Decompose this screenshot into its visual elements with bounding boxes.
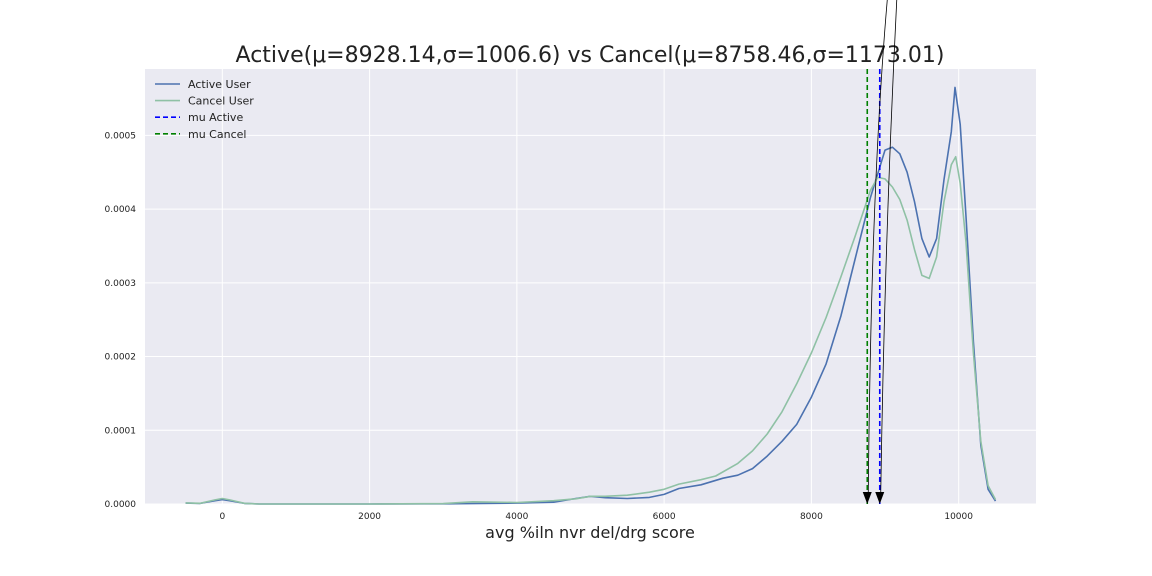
legend-label: mu Active	[188, 111, 243, 124]
annotation-arrowhead	[875, 492, 885, 504]
x-tick-label: 10000	[944, 512, 973, 522]
x-tick-label: 6000	[653, 512, 676, 522]
series-line	[185, 155, 997, 505]
legend: Active User Cancel User mu Active mu Cancel	[155, 78, 254, 141]
x-tick-label: 8000	[800, 512, 823, 522]
series-layer	[185, 86, 997, 505]
annotation-arrow-line	[867, 0, 888, 493]
mean-lines	[866, 69, 881, 504]
x-tick-labels: 0 2000 4000 6000 8000 10000	[219, 512, 973, 522]
legend-label: Active User	[188, 78, 251, 91]
y-tick-label: 0.0001	[105, 426, 137, 436]
x-tick-label: 0	[219, 512, 225, 522]
plot-background	[145, 69, 1036, 504]
y-tick-label: 0.0004	[105, 205, 137, 215]
y-tick-labels: 0.0000 0.0001 0.0002 0.0003 0.0004 0.0005	[105, 131, 137, 510]
y-tick-label: 0.0000	[105, 500, 137, 510]
y-tick-label: 0.0002	[105, 353, 137, 363]
y-tick-label: 0.0005	[105, 131, 137, 141]
x-axis-label: avg %iln nvr del/drg score	[485, 523, 695, 542]
legend-label: Cancel User	[188, 95, 254, 108]
annotation-arrow-line	[880, 0, 898, 493]
chart-title: Active(μ=8928.14,σ=1006.6) vs Cancel(μ=8…	[236, 43, 945, 68]
annotation-arrowhead	[862, 492, 872, 504]
x-tick-label: 4000	[505, 512, 528, 522]
annotation-arrows	[862, 0, 898, 504]
y-tick-label: 0.0003	[105, 279, 137, 289]
legend-label: mu Cancel	[188, 128, 246, 141]
x-tick-label: 2000	[358, 512, 381, 522]
